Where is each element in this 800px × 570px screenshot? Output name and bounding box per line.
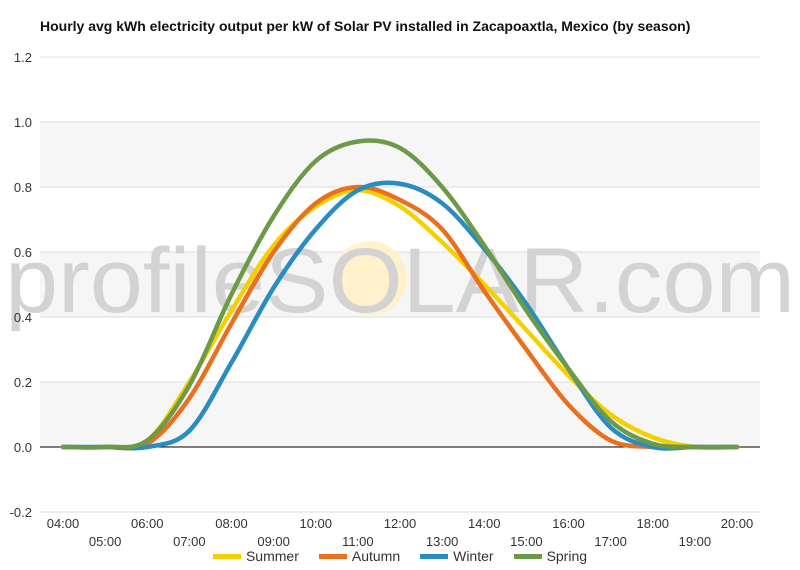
legend-item-spring[interactable]: Spring <box>513 548 588 564</box>
x-tick-label: 12:00 <box>384 516 417 531</box>
x-tick-label: 05:00 <box>89 534 122 549</box>
y-tick-label: 0.2 <box>14 375 32 390</box>
x-tick-label: 14:00 <box>468 516 501 531</box>
x-axis: 04:00 05:00 06:00 07:00 08:00 09:00 10:00 11:00… <box>47 516 754 549</box>
watermark-text: profileSOLAR.com <box>5 230 795 332</box>
series-line-autumn <box>60 184 740 451</box>
y-tick-label: 0.0 <box>14 440 32 455</box>
x-tick-label: 10:00 <box>299 516 332 531</box>
y-tick-label: 1.0 <box>14 115 32 130</box>
x-tick-label: 11:00 <box>342 534 374 549</box>
legend: Summer Autumn Winter Spring <box>0 548 800 564</box>
x-tick-label: 20:00 <box>721 516 754 531</box>
x-tick-label: 06:00 <box>131 516 164 531</box>
x-tick-label: 13:00 <box>426 534 459 549</box>
x-tick-label: 07:00 <box>173 534 206 549</box>
x-tick-label: 04:00 <box>47 516 80 531</box>
x-tick-label: 08:00 <box>215 516 248 531</box>
x-tick-label: 15:00 <box>510 534 543 549</box>
y-tick-label: 0.4 <box>14 310 32 325</box>
legend-swatch <box>513 553 542 559</box>
legend-swatch <box>318 553 347 559</box>
x-tick-label: 19:00 <box>679 534 712 549</box>
grid-band <box>40 122 760 187</box>
watermark-sun-icon <box>333 241 407 315</box>
legend-item-winter[interactable]: Winter <box>420 548 494 564</box>
legend-swatch <box>212 553 241 559</box>
y-tick-label: -0.2 <box>10 505 32 520</box>
x-tick-label: 18:00 <box>636 516 669 531</box>
y-axis: -0.2 0.0 0.2 0.4 0.6 0.8 1.0 1.2 <box>10 50 32 520</box>
series-lines <box>60 138 740 451</box>
legend-swatch <box>420 553 449 559</box>
y-tick-label: 1.2 <box>14 50 32 65</box>
series-line-winter <box>60 180 740 451</box>
legend-label: Winter <box>453 548 494 564</box>
x-tick-label: 09:00 <box>257 534 290 549</box>
series-line-spring <box>60 138 740 450</box>
x-tick-label: 17:00 <box>594 534 627 549</box>
legend-label: Autumn <box>351 548 401 564</box>
x-tick-label: 16:00 <box>552 516 585 531</box>
chart-title: Hourly avg kWh electricity output per kW… <box>40 18 691 34</box>
legend-label: Summer <box>245 548 299 564</box>
legend-item-summer[interactable]: Summer <box>212 548 299 564</box>
watermark: profileSOLAR.com <box>5 230 795 332</box>
y-tick-label: 0.8 <box>14 180 32 195</box>
legend-item-autumn[interactable]: Autumn <box>318 548 401 564</box>
y-tick-label: 0.6 <box>14 245 32 260</box>
legend-label: Spring <box>546 548 588 564</box>
